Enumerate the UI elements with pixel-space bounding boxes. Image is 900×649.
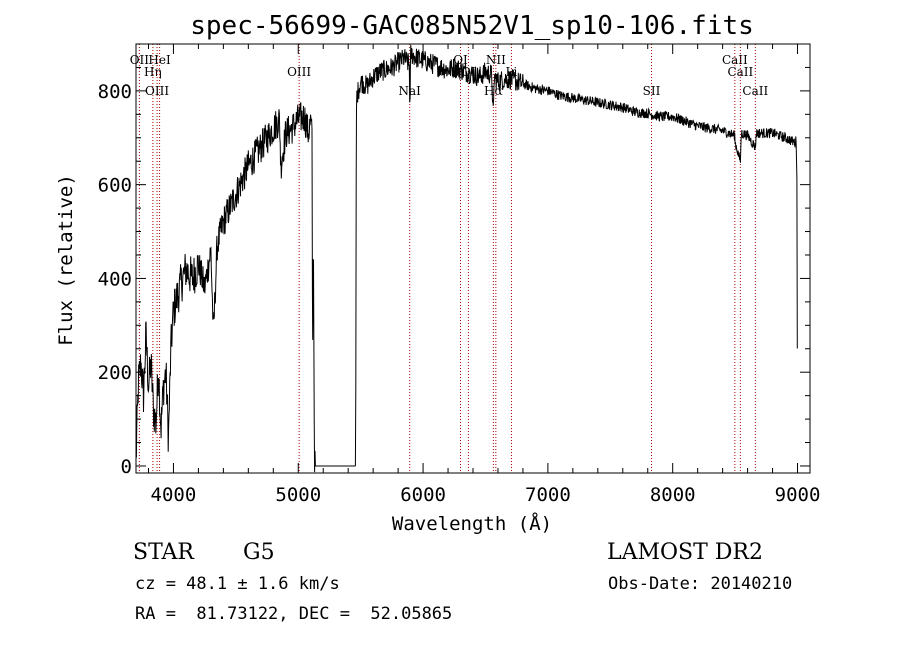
spectral-line-label: CaII xyxy=(722,53,748,67)
y-tick-label: 600 xyxy=(98,175,132,197)
spectral-line-label: CaII xyxy=(742,84,768,98)
x-tick-label: 8000 xyxy=(650,484,696,506)
spectral-line-label: Li xyxy=(506,65,518,79)
x-tick-label: 6000 xyxy=(400,484,446,506)
spectral-line-label: OIII xyxy=(145,84,169,98)
spectral-line-label: OIII xyxy=(287,65,311,79)
y-tick-label: 0 xyxy=(121,456,132,478)
plot-area: OIIHηOIIIHeIOIIINaIOIOIHαNIILiSIICaIICaI… xyxy=(98,43,821,506)
spectral-line-label: SII xyxy=(643,84,661,98)
object-type: STAR xyxy=(133,540,194,565)
redshift-value: cz = 48.1 ± 1.6 km/s xyxy=(135,574,340,594)
spectral-subclass: G5 xyxy=(243,540,275,565)
spectrum-line xyxy=(135,44,798,473)
x-tick-label: 9000 xyxy=(775,484,821,506)
y-axis-label: Flux (relative) xyxy=(55,174,77,346)
x-axis-label: Wavelength (Å) xyxy=(392,512,552,535)
x-tick-label: 7000 xyxy=(525,484,571,506)
plot-frame xyxy=(135,43,811,474)
chart-title: spec-56699-GAC085N52V1_sp10-106.fits xyxy=(190,11,754,41)
survey-name: LAMOST DR2 xyxy=(607,540,763,565)
x-tick-label: 4000 xyxy=(151,484,197,506)
y-tick-label: 800 xyxy=(98,81,132,103)
obs-date: Obs-Date: 20140210 xyxy=(608,574,793,594)
spectral-line-label: CaII xyxy=(727,65,753,79)
spectral-line-label: Hη xyxy=(144,65,162,79)
x-tick-label: 5000 xyxy=(275,484,321,506)
spectral-line-label: NII xyxy=(486,53,506,67)
spectral-line-label: Hα xyxy=(484,84,503,98)
spectral-line-label: HeI xyxy=(148,53,171,67)
y-tick-label: 400 xyxy=(98,268,132,290)
coordinates: RA = 81.73122, DEC = 52.05865 xyxy=(135,604,453,624)
spectral-line-label: OII xyxy=(130,53,150,67)
y-tick-label: 200 xyxy=(98,362,132,384)
